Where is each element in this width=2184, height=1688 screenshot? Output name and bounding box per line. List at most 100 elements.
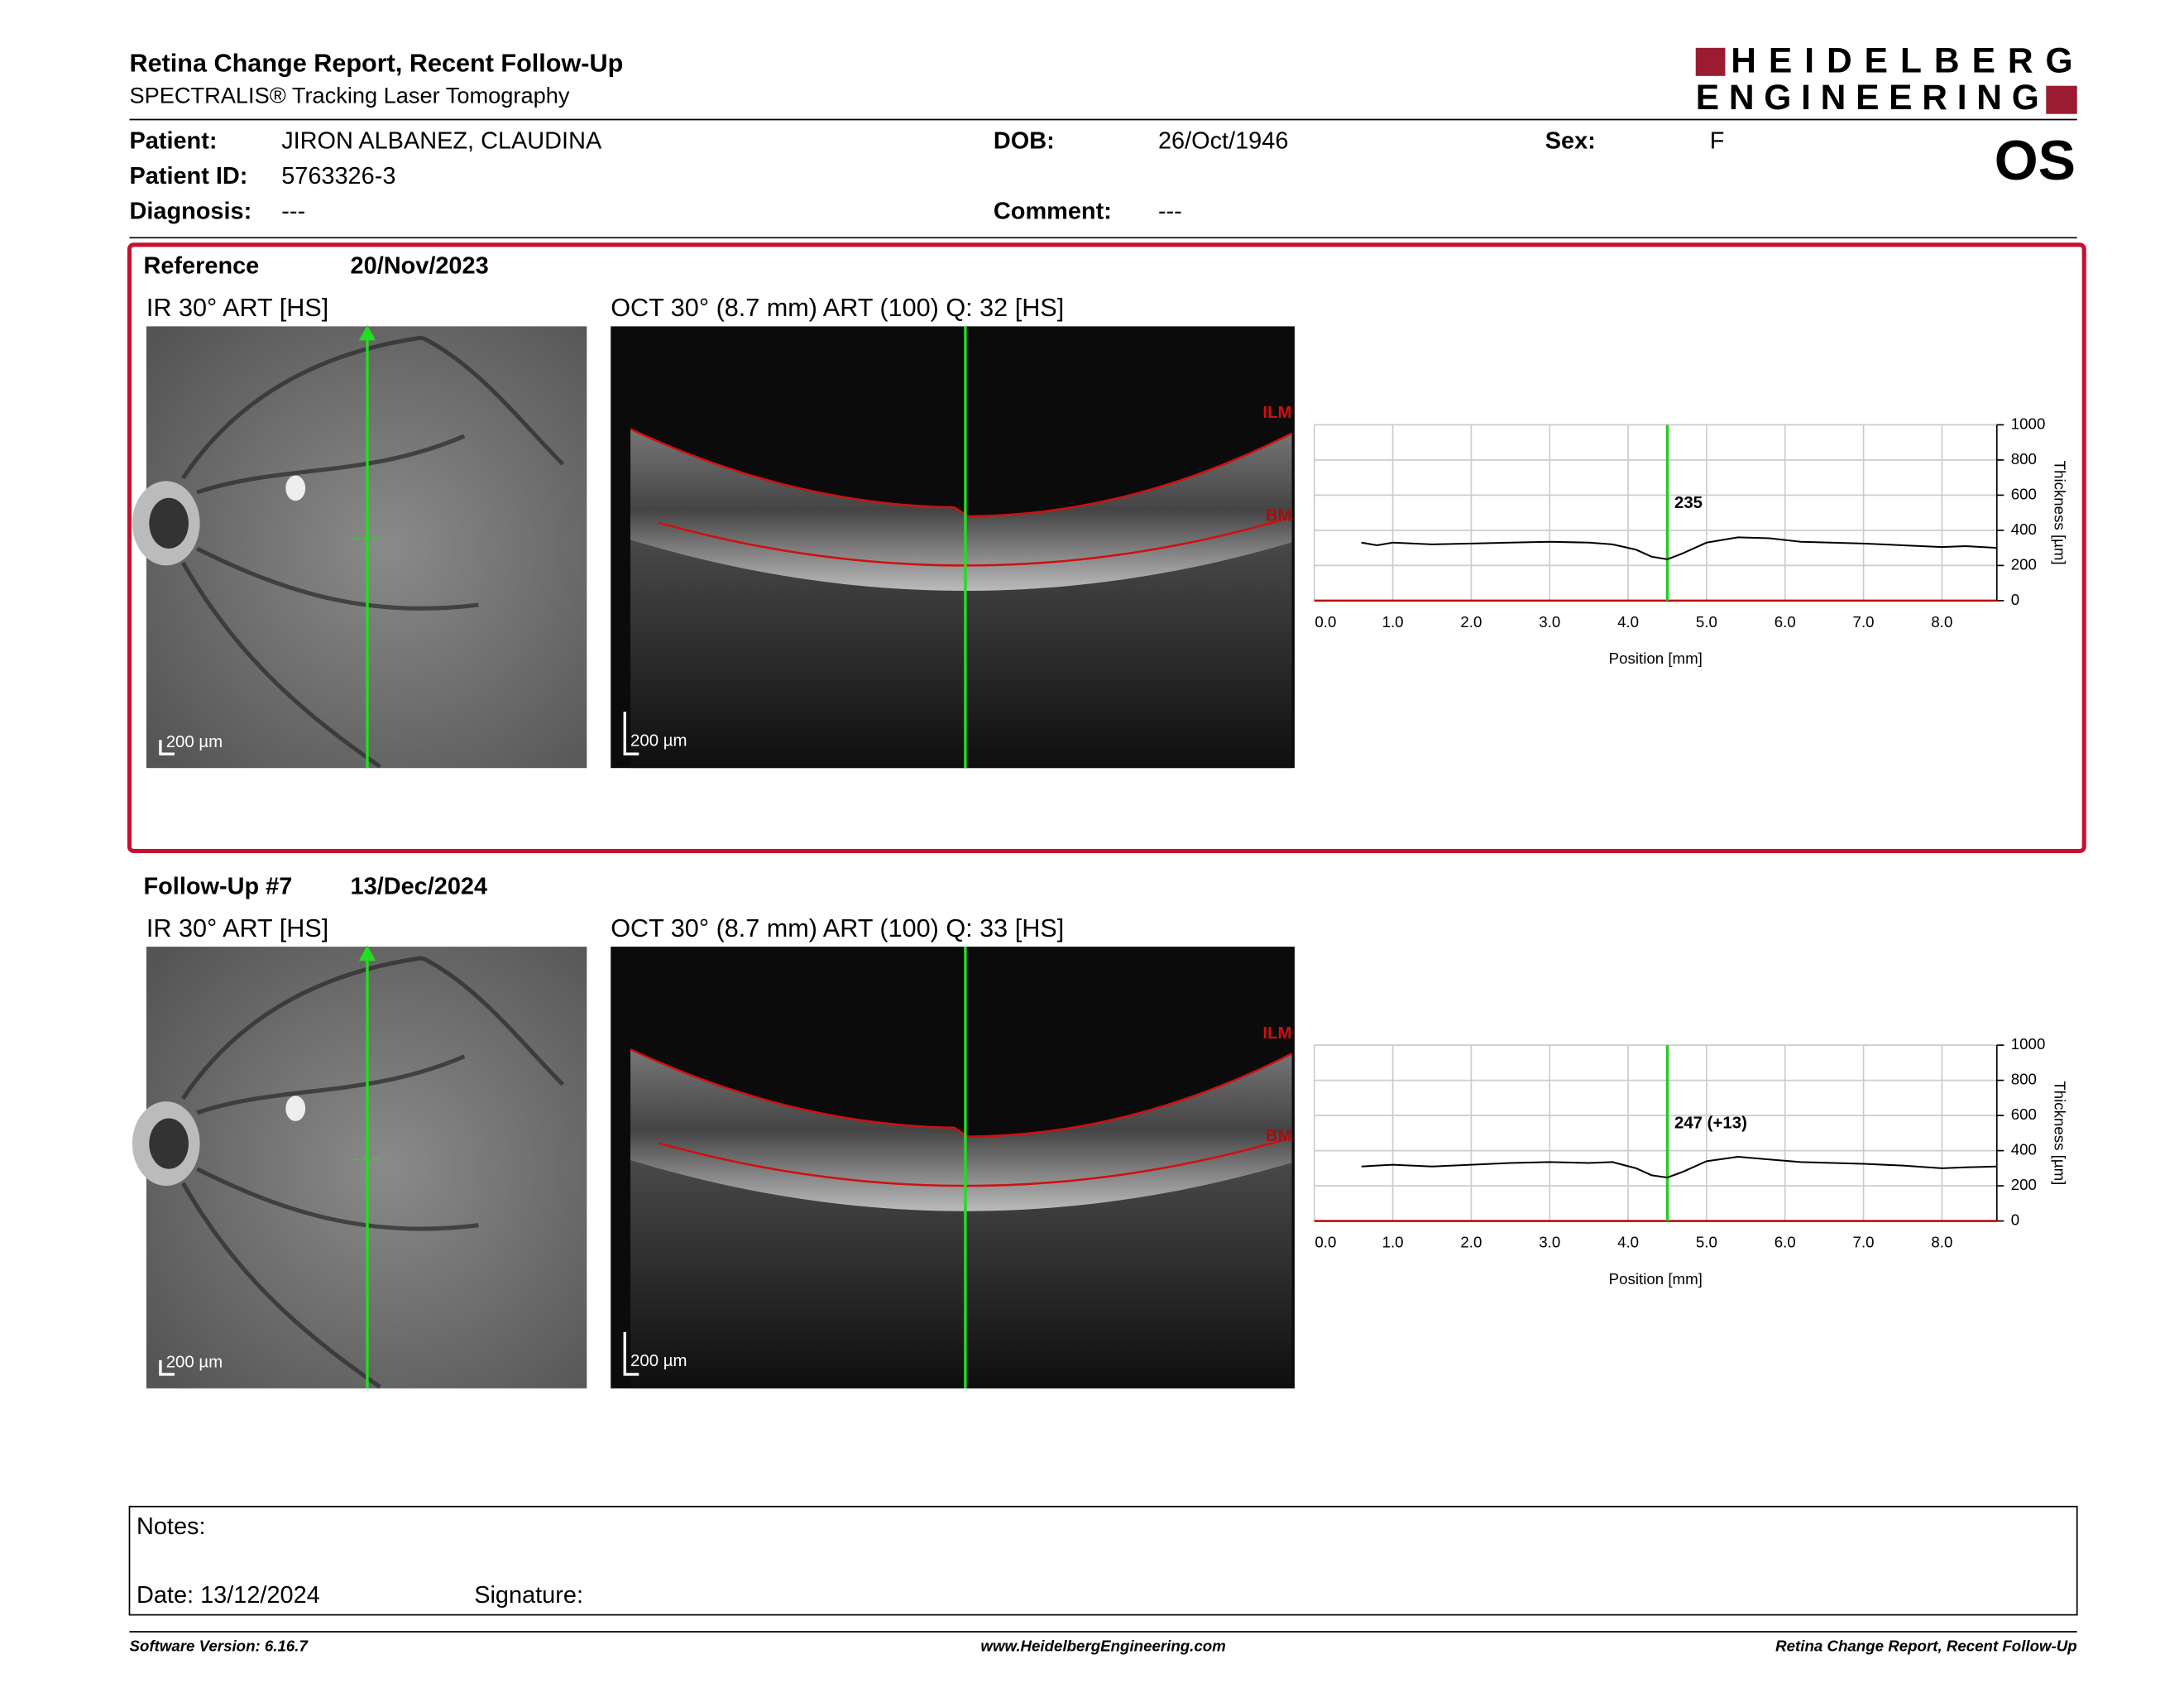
scale-bar <box>623 1331 639 1376</box>
ir-spot <box>285 1096 306 1121</box>
notes-signature: Signature: <box>474 1582 583 1609</box>
x-tick-label: 5.0 <box>1696 613 1717 631</box>
ir-vessel <box>196 1167 479 1231</box>
notes-label: Notes: <box>136 1513 206 1540</box>
x-tick-label: 1.0 <box>1382 1234 1404 1251</box>
exam-date: 13/Dec/2024 <box>351 873 488 899</box>
ir-title: IR 30° ART [HS] <box>146 294 328 322</box>
y-tick-label: 800 <box>2011 1071 2037 1088</box>
scan-arrow <box>358 945 376 961</box>
ir-scale: 200 µm <box>166 1354 223 1372</box>
ir-vessel <box>180 561 381 769</box>
x-tick-label: 2.0 <box>1460 613 1482 631</box>
scan-arrow <box>358 324 376 341</box>
scale-bar <box>159 1360 175 1376</box>
y-axis-title: Thickness [µm] <box>2052 461 2069 565</box>
y-tick-label: 400 <box>2011 520 2037 538</box>
y-tick-label: 400 <box>2011 1141 2037 1158</box>
field-label: Comment: <box>994 198 1112 224</box>
x-tick-label: 6.0 <box>1774 1234 1796 1251</box>
layer-label: ILM <box>1262 404 1291 422</box>
exam-date: 20/Nov/2023 <box>351 253 489 280</box>
field-value: JIRON ALBANEZ, CLAUDINA <box>281 127 602 154</box>
ilm-line <box>630 428 1293 518</box>
footer-version: Software Version: 6.16.7 <box>129 1638 309 1655</box>
notes-box <box>128 1505 2078 1616</box>
scale-bar <box>159 740 175 755</box>
x-tick-label: 3.0 <box>1539 1234 1560 1251</box>
exam-label: Reference <box>144 253 260 280</box>
oct-retina <box>630 429 1292 591</box>
x-tick-label: 8.0 <box>1931 613 1952 631</box>
y-tick-label: 800 <box>2011 450 2037 468</box>
x-tick-label: 5.0 <box>1696 1234 1717 1251</box>
field-value: --- <box>281 198 305 224</box>
x-tick-label: 2.0 <box>1460 1234 1482 1251</box>
x-tick-label: 0.0 <box>1315 1234 1336 1251</box>
thickness-profile <box>1361 536 1997 561</box>
ir-vessel <box>196 434 466 495</box>
field-value: 26/Oct/1946 <box>1158 127 1288 154</box>
ir-vessel <box>181 335 423 480</box>
y-tick-label: 0 <box>2011 1211 2019 1229</box>
x-tick-label: 7.0 <box>1853 1234 1875 1251</box>
oct-title: OCT 30° (8.7 mm) ART (100) Q: 32 [HS] <box>611 294 1064 322</box>
bm-line <box>658 516 1292 567</box>
marker-label: 235 <box>1674 494 1703 512</box>
x-tick-label: 3.0 <box>1539 613 1560 631</box>
ir-title: IR 30° ART [HS] <box>146 914 328 942</box>
logo-line: HEIDELBERG <box>1731 42 2076 81</box>
y-tick-label: 600 <box>2011 485 2037 502</box>
ir-vessel <box>421 335 565 466</box>
field-value: 5763326-3 <box>281 163 395 189</box>
logo-square <box>2046 85 2077 114</box>
x-axis-title: Position [mm] <box>1609 650 1703 667</box>
optic-cup <box>149 497 189 549</box>
ir-vessel <box>196 546 479 611</box>
field-value: --- <box>1158 198 1182 224</box>
notes-date: Date: 13/12/2024 <box>136 1582 320 1609</box>
scale-bar <box>623 712 639 755</box>
x-tick-label: 6.0 <box>1774 613 1796 631</box>
x-tick-label: 0.0 <box>1315 613 1336 631</box>
thickness-profile <box>1361 1156 1997 1179</box>
ir-vessel <box>180 1182 381 1389</box>
logo-square <box>1695 47 1726 76</box>
report-title: Retina Change Report, Recent Follow-Up <box>129 49 623 77</box>
x-tick-label: 4.0 <box>1617 1234 1639 1251</box>
ir-vessel <box>421 956 565 1086</box>
exam-label: Follow-Up #7 <box>144 873 293 899</box>
optic-cup <box>149 1118 189 1169</box>
report-subtitle: SPECTRALIS® Tracking Laser Tomography <box>129 82 569 108</box>
ir-spot <box>285 475 306 501</box>
oct-title: OCT 30° (8.7 mm) ART (100) Q: 33 [HS] <box>611 914 1064 942</box>
layer-label: ILM <box>1262 1024 1291 1043</box>
logo-line: ENGINEERING <box>1696 79 2041 117</box>
oct-scale: 200 µm <box>630 1352 687 1370</box>
y-tick-label: 0 <box>2011 591 2019 608</box>
field-label: Sex: <box>1545 127 1596 154</box>
ir-vessel <box>196 1054 466 1115</box>
x-axis-title: Position [mm] <box>1609 1270 1703 1288</box>
layer-label: BM <box>1266 506 1292 525</box>
field-value: F <box>1710 127 1725 154</box>
eye: OS <box>1995 129 2076 192</box>
oct-retina <box>630 1049 1292 1211</box>
layer-label: BM <box>1266 1127 1292 1145</box>
bm-line <box>658 1136 1292 1187</box>
y-tick-label: 1000 <box>2011 1035 2046 1053</box>
field-label: Diagnosis: <box>129 198 251 224</box>
x-tick-label: 4.0 <box>1617 613 1639 631</box>
reference-frame <box>127 242 2086 854</box>
y-tick-label: 1000 <box>2011 415 2046 432</box>
y-axis-title: Thickness [µm] <box>2052 1081 2069 1185</box>
field-label: Patient: <box>129 127 217 154</box>
y-tick-label: 200 <box>2011 1176 2037 1193</box>
x-tick-label: 8.0 <box>1931 1234 1952 1251</box>
marker-label: 247 (+13) <box>1674 1115 1747 1133</box>
footer-url: www.HeidelbergEngineering.com <box>980 1638 1225 1655</box>
oct-scale: 200 µm <box>630 731 687 750</box>
ir-scale: 200 µm <box>166 733 223 751</box>
